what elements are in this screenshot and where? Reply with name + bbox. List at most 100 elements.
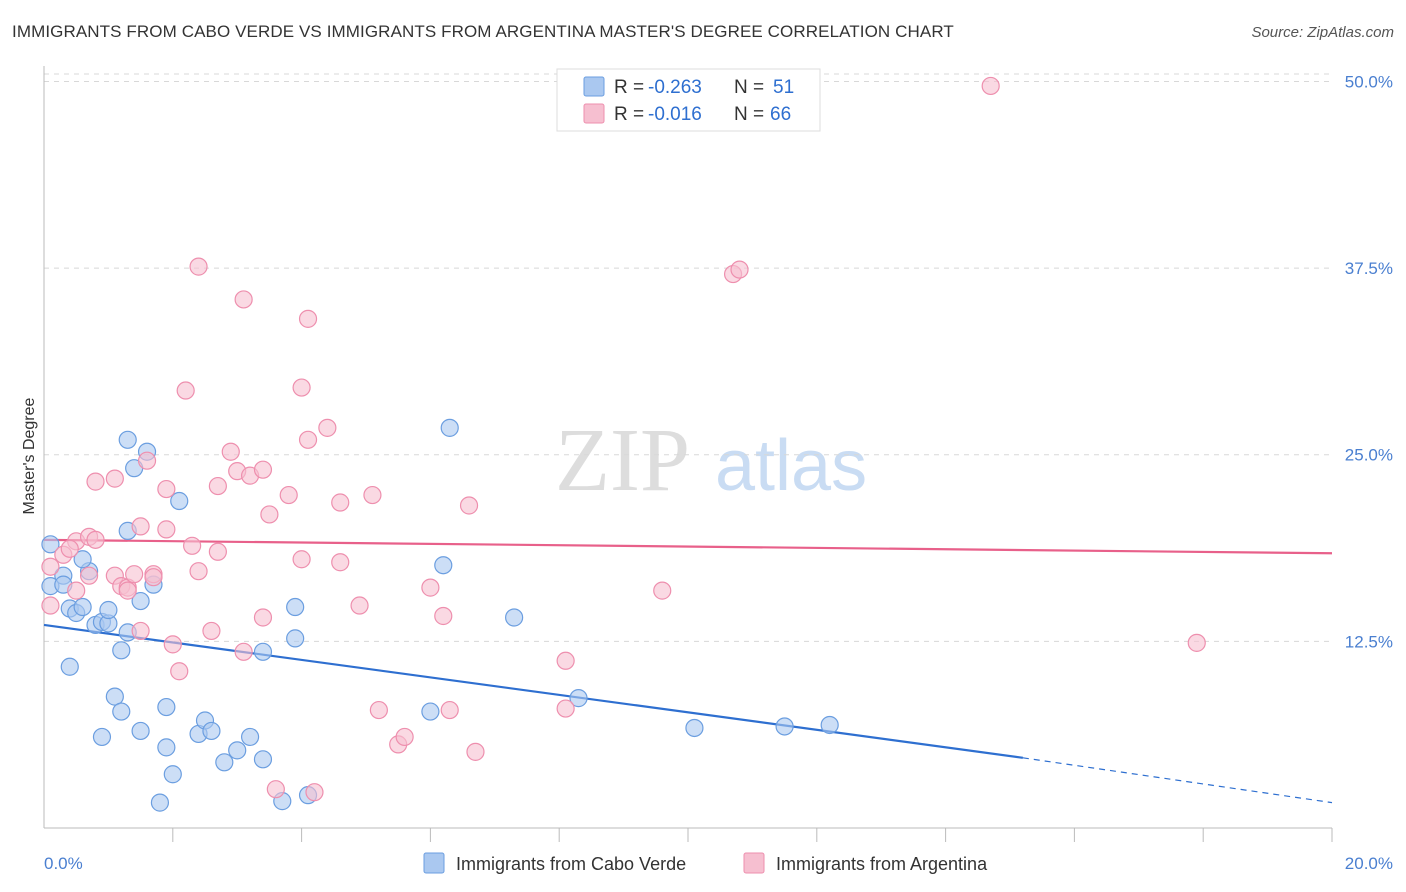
legend-swatch-cabo-verde <box>583 76 605 97</box>
point-cabo-verde-8 <box>73 550 92 569</box>
x-tick-label-1: 20.0% <box>1345 854 1393 873</box>
grid-lines <box>44 73 1332 642</box>
axes: 12.5% 25.0% 37.5% 50.0% 0.0% 20.0% <box>43 66 1393 873</box>
point-argentina-9 <box>86 472 105 491</box>
trend-line-cabo-verde <box>43 623 1024 759</box>
point-argentina-22 <box>157 520 176 539</box>
point-cabo-verde-16 <box>92 727 112 747</box>
legend-r-value-1: -0.263 <box>648 77 702 98</box>
point-cabo-verde-36 <box>253 750 273 769</box>
point-argentina-56 <box>434 606 453 626</box>
point-argentina-25 <box>176 381 195 400</box>
point-argentina-42 <box>292 378 311 397</box>
point-argentina-26 <box>183 536 202 555</box>
point-argentina-32 <box>221 442 240 461</box>
point-argentina-65 <box>981 76 1000 96</box>
point-argentina-58 <box>459 496 479 515</box>
point-argentina-50 <box>350 596 369 615</box>
point-argentina-7 <box>79 566 99 585</box>
point-argentina-27 <box>189 562 208 581</box>
bottom-legend-label-cabo-verde: Immigrants from Cabo Verde <box>456 854 686 874</box>
point-argentina-46 <box>305 783 324 802</box>
point-cabo-verde-25 <box>157 697 176 717</box>
point-argentina-47 <box>318 418 337 437</box>
point-cabo-verde-44 <box>434 556 453 575</box>
point-cabo-verde-46 <box>505 608 524 627</box>
legend-n-value-1: 51 <box>773 77 794 98</box>
point-argentina-60 <box>556 651 575 670</box>
point-cabo-verde-47 <box>569 689 588 708</box>
y-tick-label-3: 50.0% <box>1345 72 1393 91</box>
point-argentina-34 <box>234 642 253 661</box>
legend-n-label-1: N = <box>734 77 764 98</box>
x-tick-label-0: 0.0% <box>44 854 83 873</box>
point-argentina-41 <box>266 780 285 799</box>
point-argentina-4 <box>60 539 79 558</box>
y-tick-label-1: 25.0% <box>1345 446 1393 465</box>
point-argentina-49 <box>331 553 350 572</box>
point-argentina-16 <box>125 565 144 584</box>
y-axis-label: Master's Degree <box>21 397 38 514</box>
point-argentina-40 <box>279 485 298 505</box>
point-argentina-59 <box>466 742 485 761</box>
point-argentina-11 <box>105 469 124 488</box>
point-argentina-17 <box>137 451 157 470</box>
point-argentina-24 <box>170 662 189 681</box>
legend-r-value-2: -0.016 <box>648 104 702 125</box>
legend-n-label-2: N = <box>734 104 764 125</box>
data-points <box>41 76 1206 812</box>
point-argentina-8 <box>86 530 105 549</box>
chart-title: IMMIGRANTS FROM CABO VERDE VS IMMIGRANTS… <box>12 22 954 41</box>
legend-r-label-2: R = <box>614 104 644 125</box>
point-argentina-39 <box>260 505 279 524</box>
point-argentina-15 <box>131 517 150 536</box>
correlation-legend: R = -0.263 N = 51 R = -0.016 N = 66 <box>556 68 821 132</box>
watermark-atlas: atlas <box>715 426 867 506</box>
point-argentina-14 <box>118 581 137 600</box>
point-argentina-38 <box>253 608 273 627</box>
point-argentina-64 <box>730 260 749 279</box>
point-argentina-31 <box>208 476 227 496</box>
legend-r-label-1: R = <box>614 77 644 98</box>
point-argentina-0 <box>41 557 60 576</box>
point-cabo-verde-18 <box>112 702 131 721</box>
point-cabo-verde-48 <box>685 718 704 738</box>
legend-n-value-2: 66 <box>770 104 791 125</box>
point-cabo-verde-37 <box>253 642 273 661</box>
trend-lines <box>43 538 1333 804</box>
point-argentina-36 <box>234 290 253 309</box>
point-cabo-verde-19 <box>131 591 150 611</box>
source-label: Source: ZipAtlas.com <box>1251 24 1394 41</box>
trend-line-cabo-verde-extension <box>1022 757 1333 804</box>
point-argentina-5 <box>67 581 86 600</box>
point-cabo-verde-6 <box>73 597 92 617</box>
point-argentina-48 <box>331 493 350 512</box>
point-cabo-verde-39 <box>286 629 305 648</box>
point-cabo-verde-29 <box>170 491 189 511</box>
point-cabo-verde-33 <box>215 753 234 772</box>
point-cabo-verde-32 <box>202 721 221 741</box>
point-argentina-44 <box>298 430 318 449</box>
point-cabo-verde-13 <box>105 687 124 706</box>
point-cabo-verde-14 <box>112 641 131 660</box>
point-cabo-verde-50 <box>820 715 839 735</box>
bottom-legend-label-argentina: Immigrants from Argentina <box>776 854 988 874</box>
point-argentina-28 <box>189 257 208 276</box>
point-cabo-verde-42 <box>118 430 137 449</box>
point-argentina-30 <box>208 542 227 561</box>
point-argentina-66 <box>1187 633 1206 652</box>
point-cabo-verde-43 <box>440 418 459 437</box>
y-tick-label-0: 12.5% <box>1345 632 1393 651</box>
point-cabo-verde-26 <box>157 738 176 757</box>
point-cabo-verde-12 <box>99 600 118 620</box>
point-argentina-55 <box>421 578 440 597</box>
point-cabo-verde-17 <box>60 657 79 676</box>
point-argentina-20 <box>131 621 150 641</box>
point-argentina-61 <box>556 699 575 718</box>
point-argentina-62 <box>653 581 672 600</box>
point-argentina-54 <box>395 727 414 747</box>
point-argentina-23 <box>163 635 182 654</box>
point-argentina-1 <box>41 596 60 615</box>
bottom-legend-swatch-argentina <box>743 852 765 874</box>
